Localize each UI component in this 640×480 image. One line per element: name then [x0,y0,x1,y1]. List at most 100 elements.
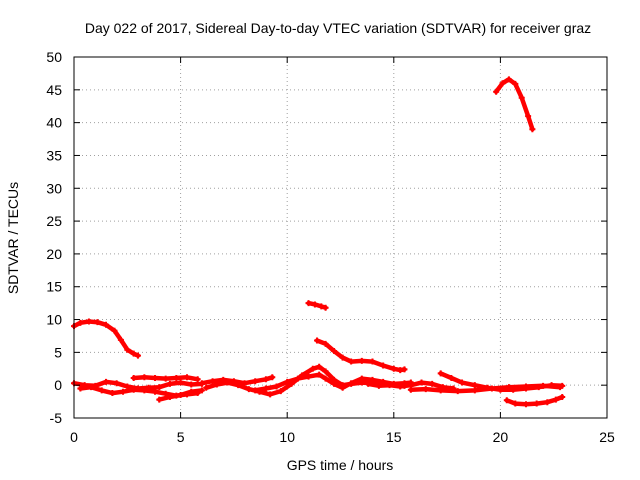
data-point [375,382,382,389]
data-point [267,391,274,398]
data-point [309,365,316,372]
data-point [512,80,519,87]
data-point [252,378,259,385]
data-point [162,375,169,382]
x-tick-label: 15 [386,429,402,445]
data-point [134,352,141,359]
data-point [380,362,387,369]
data-point [124,346,131,353]
data-point [533,400,540,407]
data-point [437,387,444,394]
data-point [493,88,500,95]
data-point [365,380,372,387]
data-point [113,380,120,387]
data-point [522,401,529,408]
data-point [294,375,301,382]
data-point [130,350,137,357]
data-point [322,368,329,375]
axis-ticks [73,56,608,419]
y-tick-label: 20 [46,246,62,262]
data-point [188,381,195,388]
data-point [156,384,163,391]
y-tick-label: 5 [54,344,62,360]
data-point [252,387,259,394]
data-point [173,374,180,381]
data-point [166,380,173,387]
data-point [522,385,529,392]
data-point [156,396,163,403]
data-point [198,380,205,387]
data-point [422,386,429,393]
data-point [102,321,109,328]
data-point [198,387,205,394]
data-point [194,376,201,383]
chart-title: Day 022 of 2017, Sidereal Day-to-day VTE… [85,20,591,36]
x-tick-label: 0 [70,429,78,445]
data-point [177,392,184,399]
data-point [111,327,118,334]
data-point [102,378,109,385]
series-track-15 [493,76,536,133]
y-tick-label: 40 [46,115,62,131]
data-point [152,388,159,395]
data-point [497,386,504,393]
y-tick-label: 35 [46,147,62,163]
data-point [358,375,365,382]
data-point [552,396,559,403]
data-point [311,301,318,308]
data-point [262,376,269,383]
y-tick-label: 25 [46,213,62,229]
data-point [316,371,323,378]
series-track-13 [437,370,566,393]
series-track-14 [503,393,566,408]
data-point [448,374,455,381]
x-tick-label: 25 [599,429,615,445]
y-tick-label: -5 [50,410,63,426]
data-point [117,336,124,343]
data-point [437,370,444,377]
data-point [429,380,436,387]
data-point [454,388,461,395]
data-point [505,76,512,83]
data-point [273,383,280,390]
data-point [130,374,137,381]
series-track-10 [314,337,408,374]
x-tick-label: 10 [279,429,295,445]
data-point [518,94,525,101]
series-track-4 [130,374,201,383]
data-point [471,382,478,389]
data-point [535,384,542,391]
data-point [322,340,329,347]
data-point [471,387,478,394]
data-point [348,358,355,365]
data-point [525,113,532,120]
data-point [348,380,355,387]
data-point [209,378,216,385]
data-point [529,126,536,133]
data-point [141,374,148,381]
data-point [98,387,105,394]
data-point [331,348,338,355]
y-axis-label: SDTVAR / TECUs [5,182,21,294]
data-point [331,380,338,387]
x-tick-labels: 0 5 10 15 20 25 [70,429,615,445]
data-point [369,376,376,383]
data-point [459,379,466,386]
y-tick-label: 10 [46,312,62,328]
data-point [188,388,195,395]
series-track-5 [156,387,205,403]
data-point [339,354,346,361]
series-line [314,338,407,373]
series-line [71,319,141,358]
data-point [559,393,566,400]
data-point [559,382,566,389]
series-track-1 [71,318,141,359]
data-point [166,393,173,400]
data-point [316,363,323,370]
data-point [390,365,397,372]
series-track-11 [365,379,457,392]
data-point [124,383,131,390]
data-point [339,384,346,391]
data-point [224,379,231,386]
data-point [183,374,190,381]
